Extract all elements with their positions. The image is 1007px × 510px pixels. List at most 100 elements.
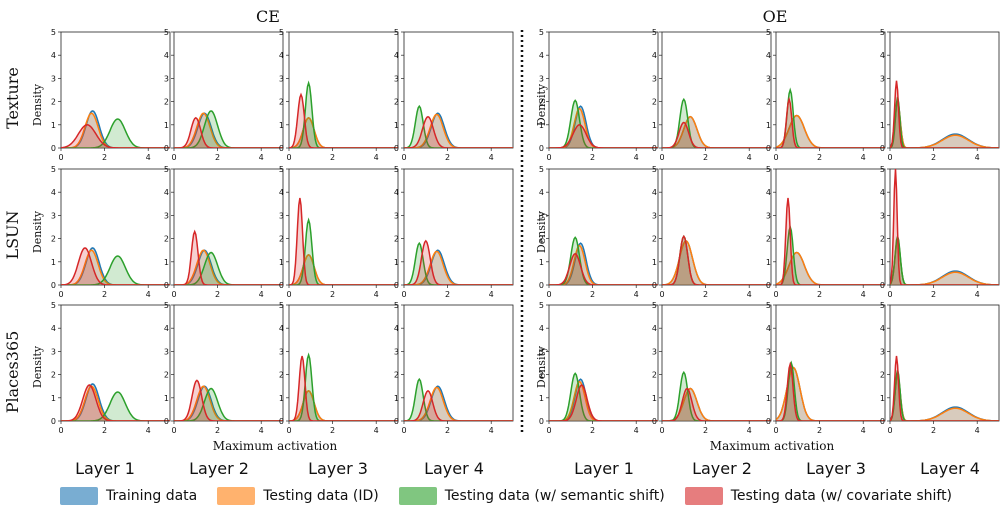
density-fill-0 (404, 250, 513, 285)
density-curve-3 (662, 234, 771, 285)
panel-curves (662, 97, 771, 148)
x-tick-label: 4 (747, 426, 752, 435)
ylabel-ce-row3: Density (31, 345, 44, 388)
density-curve-3 (549, 124, 658, 148)
density-fill-1 (549, 381, 658, 421)
density-fill-1 (549, 108, 658, 148)
density-fill-0 (662, 240, 771, 285)
density-fill-2 (289, 220, 398, 285)
density-fill-1 (776, 115, 885, 148)
density-fill-3 (662, 236, 771, 285)
x-tick-label: 2 (931, 426, 936, 435)
x-tick-label: 2 (102, 426, 107, 435)
x-tick-label: 4 (374, 290, 379, 299)
y-tick-label: 0 (539, 281, 544, 290)
y-tick-label: 4 (652, 324, 657, 333)
x-tick-label: 4 (259, 426, 264, 435)
y-tick-label: 5 (880, 301, 885, 310)
density-fill-2 (61, 119, 170, 148)
density-curve-2 (404, 104, 513, 148)
y-tick-label: 5 (652, 28, 657, 37)
y-tick-label: 5 (539, 301, 544, 310)
density-panel: 0 1 2 3 4 5 0 2 4 (51, 165, 171, 299)
density-fill-1 (174, 113, 283, 148)
density-curve-2 (662, 97, 771, 148)
density-curve-3 (662, 387, 771, 421)
x-tick-label: 4 (259, 290, 264, 299)
ylabel-ce-row2: Density (31, 210, 44, 253)
density-fill-2 (61, 256, 170, 285)
y-tick-label: 2 (539, 235, 544, 244)
y-tick-label: 2 (652, 371, 657, 380)
y-tick-label: 1 (164, 394, 169, 403)
density-curve-1 (61, 112, 170, 148)
legend-label-training: Training data (106, 488, 198, 504)
density-curve-1 (289, 116, 398, 148)
density-curve-3 (404, 239, 513, 285)
x-tick-label: 4 (634, 426, 639, 435)
column-label-oe-layer3: Layer 3 (806, 459, 866, 478)
density-fill-1 (776, 252, 885, 285)
density-curve-1 (549, 244, 658, 285)
y-tick-label: 3 (539, 211, 544, 220)
y-tick-label: 0 (51, 144, 56, 153)
y-tick-label: 4 (880, 188, 885, 197)
x-tick-label: 4 (489, 290, 494, 299)
density-curve-1 (289, 253, 398, 285)
ylabel-oe-row1: Density (535, 83, 548, 126)
y-tick-label: 1 (880, 121, 885, 130)
density-panel: 0 1 2 3 4 5 0 2 4 (539, 301, 659, 435)
y-tick-label: 1 (652, 394, 657, 403)
x-tick-label: 0 (887, 290, 892, 299)
y-tick-label: 4 (51, 51, 56, 60)
y-tick-label: 2 (766, 371, 771, 380)
ylabel-ce-row1: Density (31, 83, 44, 126)
y-tick-label: 3 (652, 74, 657, 83)
density-curve-2 (289, 80, 398, 148)
x-tick-label: 4 (747, 153, 752, 162)
y-tick-label: 3 (279, 74, 284, 83)
density-curve-0 (174, 112, 283, 148)
y-tick-label: 1 (652, 121, 657, 130)
legend-item-covariate: Testing data (w/ covariate shift) (684, 487, 952, 505)
y-tick-label: 1 (394, 258, 399, 267)
y-tick-label: 2 (279, 235, 284, 244)
x-tick-label: 0 (659, 290, 664, 299)
y-tick-label: 4 (766, 188, 771, 197)
density-fill-3 (404, 116, 513, 148)
x-tick-label: 0 (58, 426, 63, 435)
y-tick-label: 1 (279, 121, 284, 130)
panel-frame (889, 304, 1000, 422)
density-fill-3 (61, 385, 170, 421)
density-fill-0 (776, 115, 885, 148)
y-tick-label: 1 (279, 258, 284, 267)
density-curve-0 (174, 249, 283, 285)
panel-frame (661, 304, 772, 422)
density-panel: 0 1 2 3 4 5 0 2 4 (394, 165, 514, 299)
x-tick-label: 2 (931, 290, 936, 299)
y-tick-label: 1 (51, 394, 56, 403)
y-tick-label: 0 (766, 281, 771, 290)
y-tick-label: 0 (880, 144, 885, 153)
ylabel-oe-row3: Density (535, 345, 548, 388)
panel-frame (173, 168, 284, 286)
y-tick-label: 2 (880, 98, 885, 107)
method-title-oe: OE (763, 7, 788, 26)
y-tick-label: 4 (539, 324, 544, 333)
method-title-ce: CE (256, 7, 280, 26)
x-tick-label: 0 (286, 153, 291, 162)
y-tick-label: 3 (51, 74, 56, 83)
panel-curves (890, 169, 999, 285)
y-tick-label: 4 (652, 188, 657, 197)
x-tick-label: 0 (659, 153, 664, 162)
density-fill-1 (404, 387, 513, 421)
density-panel: 0 1 2 3 4 5 0 2 4 (394, 301, 514, 435)
y-tick-label: 2 (164, 235, 169, 244)
y-tick-label: 3 (880, 211, 885, 220)
y-tick-label: 3 (539, 74, 544, 83)
x-tick-label: 4 (489, 153, 494, 162)
density-fill-3 (776, 99, 885, 148)
y-tick-label: 4 (394, 188, 399, 197)
y-tick-label: 4 (766, 324, 771, 333)
density-curve-2 (61, 255, 170, 285)
